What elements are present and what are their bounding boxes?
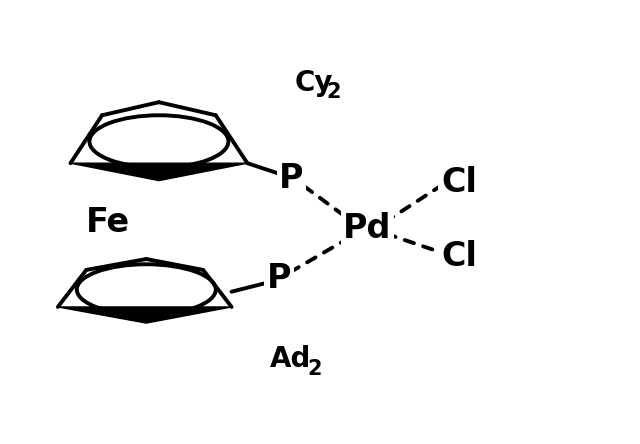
Text: Ad: Ad	[269, 345, 311, 373]
Text: Cl: Cl	[441, 166, 477, 199]
Polygon shape	[70, 163, 247, 181]
Text: Pd: Pd	[343, 212, 392, 245]
Polygon shape	[58, 307, 232, 323]
Text: Cy: Cy	[295, 68, 333, 97]
Text: P: P	[267, 262, 291, 295]
Text: 2: 2	[326, 82, 341, 102]
Text: 2: 2	[307, 359, 322, 379]
Text: Fe: Fe	[86, 206, 131, 238]
Text: Cl: Cl	[441, 240, 477, 274]
Text: P: P	[279, 162, 304, 195]
